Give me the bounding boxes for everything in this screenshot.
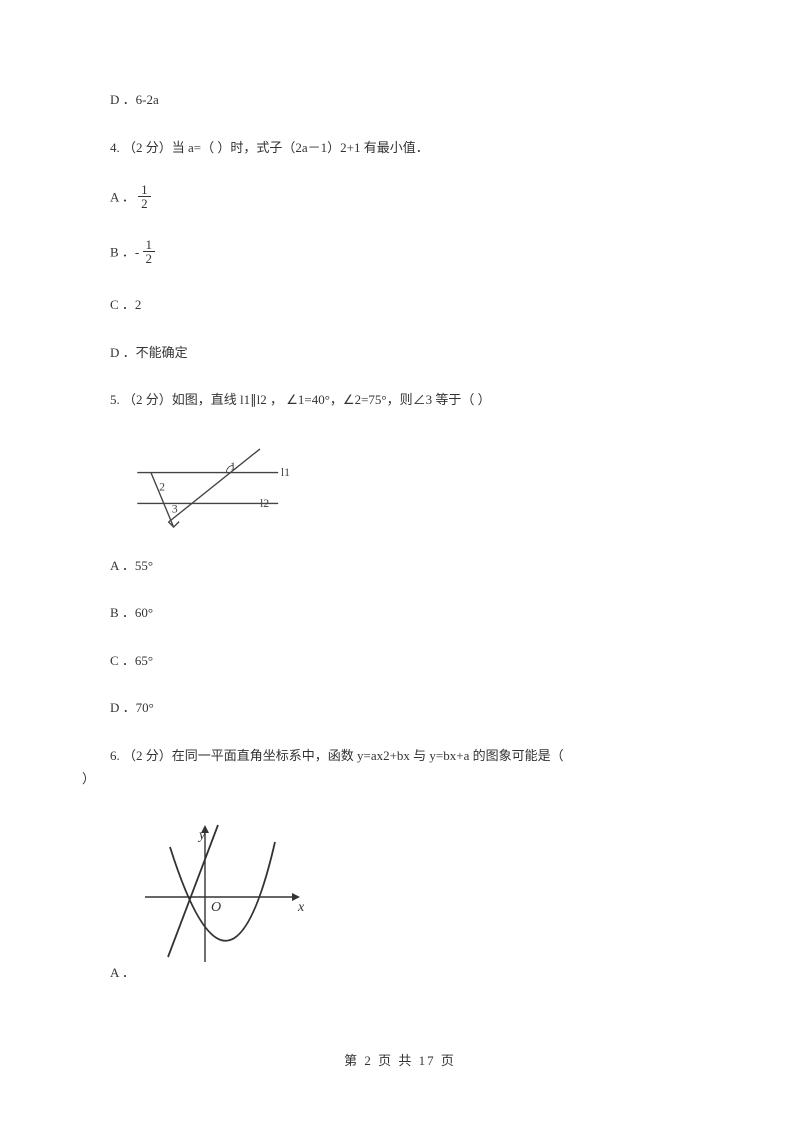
q4a-prefix: A ．: [110, 189, 135, 204]
svg-text:3: 3: [172, 501, 178, 515]
q5-option-b: B ．60°: [110, 603, 690, 623]
q4-option-b: B ．- 1 2: [110, 240, 690, 267]
q5-option-a: A ．55°: [110, 556, 690, 576]
q4a-fraction: 1 2: [138, 183, 151, 210]
exam-page: D ．6-2a 4. （2 分）当 a=（ ）时，式子（2a－1）2+1 有最小…: [0, 0, 800, 1132]
svg-text:y: y: [197, 828, 206, 843]
svg-text:2: 2: [159, 479, 165, 493]
q4b-den: 2: [143, 252, 156, 265]
q6-stem-line1: 6. （2 分）在同一平面直角坐标系中，函数 y=ax2+bx 与 y=bx+a…: [110, 746, 690, 766]
q5-option-c: C ．65°: [110, 651, 690, 671]
q4a-num: 1: [138, 183, 151, 197]
svg-text:x: x: [297, 900, 305, 915]
q6a-prefix: A ．: [110, 965, 135, 980]
q6-figure: y x O: [140, 817, 690, 967]
page-footer: 第 2 页 共 17 页: [0, 1051, 800, 1071]
svg-text:l1: l1: [281, 465, 290, 479]
q4b-prefix: B ．-: [110, 244, 143, 259]
q4a-den: 2: [138, 197, 151, 210]
q5-option-d: D ．70°: [110, 698, 690, 718]
q6-option-a: A ．: [110, 963, 690, 983]
q4b-num: 1: [143, 238, 156, 252]
q3-option-d: D ．6-2a: [110, 90, 690, 110]
q5-figure: 123l1l2: [110, 438, 690, 538]
q4-option-d: D ．不能确定: [110, 343, 690, 363]
q4b-fraction: 1 2: [143, 238, 156, 265]
q4-stem: 4. （2 分）当 a=（ ）时，式子（2a－1）2+1 有最小值．: [110, 138, 690, 158]
svg-text:l2: l2: [260, 496, 269, 510]
q4-option-c: C ．2: [110, 295, 690, 315]
q5-stem: 5. （2 分）如图，直线 l1∥l2 ， ∠1=40°，∠2=75°，则∠3 …: [110, 390, 690, 410]
q4-option-a: A ． 1 2: [110, 185, 690, 212]
svg-text:O: O: [211, 900, 221, 915]
q6-stem-line2: ）: [82, 769, 690, 789]
